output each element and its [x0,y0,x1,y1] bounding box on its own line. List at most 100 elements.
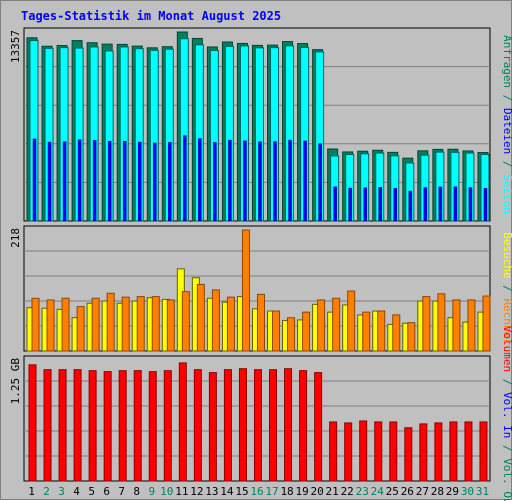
panel-bottom: 1.25 GB Volumen / Vol. In / Vol. Out [9,326,512,501]
bar-dateien [183,135,187,222]
axis-label-part: Vol. Out [501,458,512,501]
bar-dateien [438,186,443,222]
chart-title: Tages-Statistik im Monat August 2025 [21,9,281,23]
axis-label-top: Anfragen / Dateien / Seiten [501,35,512,214]
bar-dateien [318,143,322,222]
bar-volumen [404,427,413,482]
axis-label-part: Dateien [501,108,512,154]
bar-rechner [196,283,205,352]
bar-rechner [407,322,416,352]
axis-label-part: / [501,438,512,458]
bar-rechner [317,299,326,352]
day-label: 2 [43,485,50,498]
day-label: 24 [371,485,385,498]
bar-dateien [213,142,217,222]
bar-rechner [347,290,356,352]
bar-volumen [133,370,142,482]
bar-volumen [163,370,172,482]
axis-label-part: / [501,154,512,174]
day-label: 7 [118,485,125,498]
bar-dateien [453,186,458,222]
bar-volumen [344,422,353,482]
bar-dateien [243,140,247,222]
axis-label-part: Volumen [501,326,512,372]
bar-dateien [137,141,142,222]
bar-volumen [118,370,127,482]
bar-volumen [208,372,217,482]
bar-volumen [73,369,82,482]
bar-volumen [314,372,323,482]
day-label: 25 [386,485,399,498]
bar-dateien [483,188,488,222]
bar-volumen [28,364,37,482]
bar-rechner [437,293,446,352]
day-label: 6 [103,485,110,498]
bar-volumen [269,369,278,482]
day-label: 13 [205,485,218,498]
day-label: 29 [446,485,459,498]
bar-dateien [348,187,352,222]
bar-dateien [288,139,292,222]
bar-rechner [241,229,250,352]
axis-label-middle: Besuche / Rechner [501,232,512,345]
bar-dateien [273,141,277,222]
bar-dateien [168,142,172,222]
bar-volumen [193,369,202,482]
bar-rechner [181,291,190,352]
bar-volumen [238,368,247,482]
bar-rechner [332,297,341,352]
day-label: 28 [431,485,444,498]
bar-volumen [434,422,443,482]
bar-rechner [106,292,115,352]
bar-volumen [389,421,398,482]
bar-volumen [359,420,368,482]
bar-volumen [329,421,338,482]
panel-middle: 218 Besuche / Rechner [9,225,512,352]
bar-dateien [333,186,337,222]
day-label: 31 [476,485,489,498]
day-label: 15 [235,485,248,498]
axis-label-part: / [501,279,512,299]
panel-top: 13357 Anfragen / Dateien / Seiten [9,27,512,222]
bar-rechner [136,296,145,352]
bar-volumen [58,369,67,482]
bar-dateien [122,140,127,222]
day-label: 10 [160,485,173,498]
max-label-middle: 218 [9,228,22,248]
bar-rechner [482,295,491,352]
bar-dateien [258,141,262,222]
axis-label-part: Besuche [501,232,512,278]
day-label: 20 [311,485,324,498]
day-label: 27 [416,485,429,498]
day-label: 18 [280,485,293,498]
bar-rechner [151,296,160,352]
day-label: 30 [461,485,474,498]
bar-dateien [228,139,232,222]
bar-rechner [362,311,371,352]
day-label: 3 [58,485,65,498]
day-label: 16 [250,485,263,498]
axis-label-part: Rechner [501,298,512,345]
bar-dateien [47,141,52,222]
bar-rechner [422,296,431,352]
bar-rechner [272,310,281,352]
bar-rechner [287,317,296,352]
day-label: 21 [326,485,339,498]
bar-volumen [148,371,157,482]
bar-rechner [46,299,55,352]
day-label: 12 [190,485,203,498]
axis-label-part: / [501,372,512,392]
bar-rechner [31,297,40,352]
day-label: 17 [265,485,278,498]
bar-rechner [61,297,70,352]
bar-volumen [223,369,232,482]
max-label-bottom: 1.25 GB [9,358,22,405]
bar-dateien [32,138,37,222]
day-label: 4 [73,485,80,498]
bar-dateien [393,188,398,222]
axis-label-part: / [501,88,512,108]
bar-rechner [76,306,85,352]
bar-volumen [449,421,458,482]
